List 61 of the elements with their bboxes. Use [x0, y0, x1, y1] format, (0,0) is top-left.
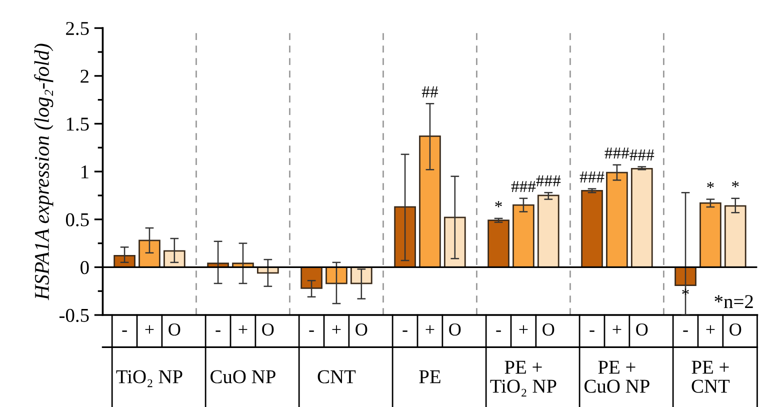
bar [300, 266, 322, 289]
text: + [706, 325, 715, 334]
y-tick-label: -0.5 [59, 308, 89, 322]
text: O [730, 323, 742, 336]
bar [581, 190, 603, 268]
y-tick-label: 1 [82, 165, 88, 178]
bar [350, 266, 372, 284]
data-label: * [707, 182, 714, 188]
bar [419, 135, 441, 268]
text: O [636, 323, 648, 336]
y-tick-label: 2.5 [66, 22, 89, 36]
x-tick-label: TiO₂ NP [116, 370, 182, 388]
y-tick-label: 2 [80, 70, 88, 83]
annotation: *n=2 [714, 295, 753, 308]
data-label: ### [604, 148, 630, 159]
bar [512, 204, 534, 268]
bar [606, 172, 628, 268]
text: + [332, 325, 341, 334]
bar [724, 205, 746, 268]
y-axis-title: HSPA1A expression (log₂-fold) [34, 44, 54, 300]
data-label: ## [422, 86, 438, 98]
y-tick-label: 1.5 [66, 118, 89, 131]
y-tick-label: 0.5 [66, 213, 89, 226]
text: + [612, 325, 622, 334]
bar [537, 194, 560, 268]
text: O [356, 323, 368, 336]
x-tick-label: PE [419, 370, 440, 384]
bar [700, 202, 722, 268]
data-label: ### [580, 172, 604, 182]
bar [394, 206, 416, 268]
text: - [496, 330, 501, 332]
text: - [683, 330, 688, 332]
text: - [590, 330, 594, 332]
bar [488, 220, 510, 268]
y-tick-label: 0 [80, 261, 89, 274]
text: + [238, 325, 248, 334]
text: - [122, 330, 127, 332]
data-label: * [495, 201, 502, 208]
text: O [449, 323, 461, 336]
text: - [216, 330, 220, 332]
text: + [426, 325, 434, 334]
text: O [168, 323, 180, 336]
x-tick-label: PE + CNT [692, 360, 730, 393]
bar [163, 250, 186, 268]
bar [444, 216, 466, 268]
text: O [262, 323, 274, 336]
text: + [519, 325, 528, 334]
text: - [402, 330, 408, 332]
text: + [145, 325, 154, 334]
data-label: ### [536, 175, 561, 186]
text: - [309, 330, 314, 332]
data-label: * [732, 181, 739, 188]
x-tick-label: PE + CuO NP [584, 360, 650, 393]
bar [138, 240, 160, 268]
data-label: ### [511, 181, 536, 192]
x-tick-label: CuO NP [210, 370, 276, 384]
data-label: ### [630, 150, 654, 160]
text: O [542, 323, 554, 336]
bar [630, 168, 653, 268]
x-tick-label: CNT [318, 370, 356, 384]
x-tick-label: PE + TiO₂ NP [490, 360, 556, 397]
